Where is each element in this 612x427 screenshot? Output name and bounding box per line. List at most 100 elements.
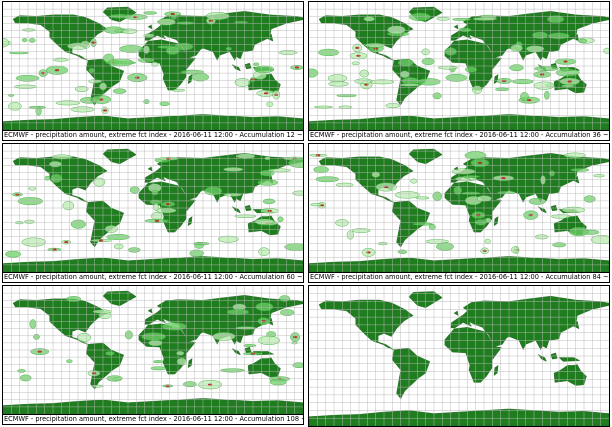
- extreme-spot: [383, 185, 389, 188]
- world-map: [3, 286, 303, 414]
- precip-area: [437, 65, 458, 70]
- precip-area: [583, 195, 596, 203]
- caption: ECMWF - precipitation amount, extreme fc…: [3, 272, 303, 281]
- map-panel: ECMWF - precipitation amount, extreme fc…: [308, 1, 610, 141]
- precip-area: [150, 366, 167, 371]
- precip-area: [512, 79, 534, 85]
- precip-area: [28, 105, 46, 109]
- precip-area: [560, 84, 576, 88]
- precip-area: [328, 81, 349, 87]
- extreme-spot: [91, 41, 96, 44]
- precip-area: [21, 237, 46, 247]
- precip-area: [51, 154, 73, 160]
- precip-area: [28, 186, 37, 191]
- extreme-spot: [54, 69, 60, 72]
- precip-area: [351, 228, 371, 233]
- precip-area: [143, 45, 150, 54]
- precip-area: [62, 201, 75, 211]
- precip-area: [14, 84, 37, 89]
- precip-area: [24, 219, 35, 224]
- extreme-spot: [135, 76, 140, 79]
- precip-area: [387, 25, 406, 35]
- precip-area: [234, 78, 251, 87]
- precip-area: [292, 190, 303, 196]
- precip-area: [603, 47, 609, 54]
- precip-area: [253, 62, 260, 66]
- precip-area: [336, 94, 357, 98]
- precip-area: [528, 197, 546, 205]
- precip-area: [310, 203, 322, 207]
- precip-area: [19, 374, 32, 382]
- precip-area: [399, 83, 421, 87]
- precip-area: [465, 66, 478, 73]
- precip-area: [279, 295, 290, 302]
- precip-area: [253, 65, 275, 73]
- world-map: [309, 286, 609, 426]
- precip-area: [569, 226, 589, 237]
- precip-area: [421, 57, 435, 65]
- precip-area: [3, 38, 9, 48]
- world-map: [3, 144, 303, 272]
- precip-area: [165, 46, 180, 55]
- precip-area: [547, 32, 570, 40]
- extreme-spot: [64, 241, 69, 244]
- precip-area: [551, 214, 571, 219]
- precip-area: [5, 250, 21, 258]
- caption: ECMWF - precipitation amount, extreme fc…: [3, 130, 303, 139]
- precip-area: [578, 38, 587, 44]
- precip-area: [570, 168, 590, 172]
- precip-area: [52, 57, 69, 62]
- precip-area: [55, 100, 81, 106]
- extreme-spot: [102, 109, 108, 112]
- precip-area: [476, 195, 492, 202]
- precip-area: [314, 105, 333, 109]
- precip-area: [359, 69, 369, 78]
- precip-area: [153, 202, 159, 211]
- precip-area: [105, 351, 115, 356]
- precip-area: [532, 31, 549, 39]
- precip-area: [363, 16, 376, 22]
- precip-area: [335, 219, 349, 227]
- precip-area: [472, 17, 498, 21]
- extreme-spot: [294, 66, 300, 69]
- precip-area: [415, 196, 430, 200]
- precip-area: [546, 15, 565, 24]
- precip-area: [220, 368, 245, 373]
- precip-area: [269, 378, 287, 386]
- precip-area: [88, 79, 103, 84]
- extreme-spot: [99, 98, 104, 101]
- precip-area: [171, 88, 186, 92]
- map-panel: ECMWF - precipitation amount, extreme fc…: [308, 143, 610, 283]
- extreme-spot: [356, 54, 361, 57]
- extreme-spot: [154, 219, 160, 222]
- precip-area: [278, 50, 298, 55]
- precip-area: [432, 191, 443, 201]
- precip-area: [14, 221, 24, 225]
- precip-area: [313, 166, 329, 174]
- map-panel: ECMWF - precipitation amount, extreme fc…: [2, 285, 304, 425]
- precip-area: [143, 11, 157, 15]
- precip-area: [17, 369, 26, 373]
- precip-area: [453, 186, 463, 195]
- precip-area: [484, 238, 491, 244]
- precip-area: [17, 197, 43, 206]
- caption: ECMWF - precipitation amount, extreme fc…: [309, 130, 609, 139]
- precip-area: [397, 59, 414, 67]
- precip-area: [354, 78, 373, 84]
- precip-area: [417, 78, 441, 86]
- precip-area: [540, 175, 546, 185]
- map-panel: [308, 285, 610, 427]
- precip-area: [66, 296, 82, 303]
- precip-area: [152, 360, 164, 364]
- precip-area: [364, 42, 386, 48]
- precip-area: [590, 235, 609, 244]
- precip-area: [445, 73, 468, 82]
- precip-area: [217, 235, 239, 243]
- precip-area: [399, 70, 410, 79]
- extreme-spot: [37, 350, 42, 353]
- precip-area: [412, 222, 433, 226]
- precip-area: [520, 92, 529, 102]
- precip-area: [21, 38, 28, 43]
- precip-area: [92, 309, 112, 314]
- extreme-spot: [364, 83, 369, 86]
